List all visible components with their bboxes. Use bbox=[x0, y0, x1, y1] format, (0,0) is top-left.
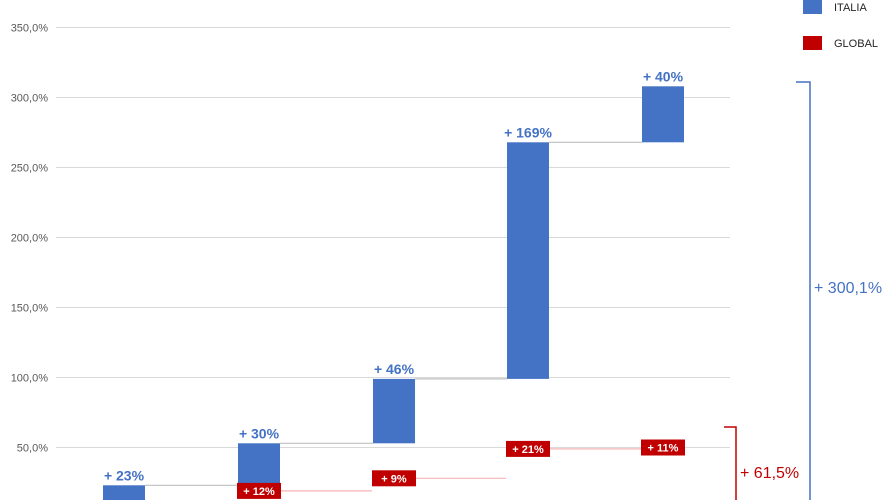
bracket-global bbox=[724, 426, 737, 500]
global-data-label: + 21% bbox=[512, 444, 544, 456]
italia-bar bbox=[507, 142, 549, 379]
italia-data-label: + 30% bbox=[239, 425, 280, 441]
legend-swatch-global bbox=[803, 36, 822, 50]
italia-bar bbox=[103, 485, 145, 500]
global-data-label: + 12% bbox=[243, 486, 275, 498]
italia-data-label: + 46% bbox=[374, 361, 415, 377]
global-bar bbox=[506, 440, 550, 457]
italia-data-label: + 169% bbox=[504, 124, 552, 140]
legend: ITALIA GLOBAL bbox=[803, 0, 878, 50]
legend-label-italia: ITALIA bbox=[834, 2, 867, 14]
y-axis-ticks: 50,0% 100,0% 150,0% 200,0% 250,0% 300,0% 350,0… bbox=[11, 23, 49, 455]
y-tick-label: 150,0% bbox=[11, 303, 49, 315]
global-data-label: + 11% bbox=[648, 443, 679, 455]
total-bracket-global: + 61,5% bbox=[724, 426, 799, 500]
global-bar bbox=[641, 439, 685, 456]
total-bracket-italia: + 300,1% bbox=[796, 81, 882, 500]
legend-label-global: GLOBAL bbox=[834, 38, 878, 50]
bracket-italia bbox=[796, 81, 811, 500]
y-tick-label: 250,0% bbox=[11, 163, 49, 175]
data-labels: + 23% + 30% + 46% + 169% + 40% + 12% + 9% + 21%… bbox=[104, 68, 684, 498]
global-bar bbox=[237, 482, 281, 499]
gridlines bbox=[56, 27, 730, 448]
bars bbox=[103, 86, 685, 500]
y-tick-label: 300,0% bbox=[11, 93, 49, 105]
italia-bar bbox=[238, 443, 280, 486]
global-bar bbox=[372, 470, 416, 487]
y-tick-label: 350,0% bbox=[11, 23, 49, 35]
y-tick-label: 200,0% bbox=[11, 233, 49, 245]
y-tick-label: 50,0% bbox=[17, 443, 48, 455]
total-label-global: + 61,5% bbox=[740, 465, 799, 482]
y-tick-label: 100,0% bbox=[11, 373, 49, 385]
italia-bar bbox=[373, 378, 415, 444]
connector-lines bbox=[145, 141, 642, 492]
italia-data-label: + 40% bbox=[643, 68, 684, 84]
legend-swatch-italia bbox=[803, 0, 822, 14]
italia-data-label: + 23% bbox=[104, 467, 145, 483]
italia-bar bbox=[642, 86, 684, 143]
global-data-label: + 9% bbox=[381, 473, 407, 485]
total-label-italia: + 300,1% bbox=[814, 280, 882, 297]
